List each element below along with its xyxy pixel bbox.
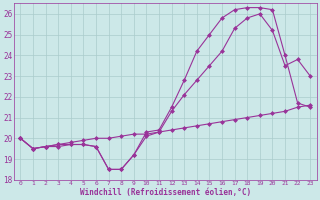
X-axis label: Windchill (Refroidissement éolien,°C): Windchill (Refroidissement éolien,°C): [80, 188, 251, 197]
